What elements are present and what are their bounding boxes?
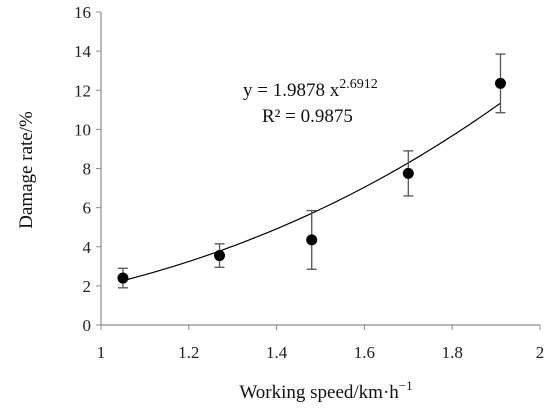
y-axis-ticks: 0 2 4 6 8 10 12 14 16 <box>74 3 101 335</box>
x-axis-label: Working speed/km·h−1 <box>239 378 412 403</box>
axes <box>100 12 540 326</box>
data-point <box>402 167 414 179</box>
data-point <box>214 250 226 262</box>
fit-equation-prefix: y = 1.9878 x <box>243 80 340 101</box>
y-tick-label: 0 <box>83 316 92 335</box>
y-tick-label: 10 <box>74 120 91 139</box>
y-tick-label: 12 <box>74 81 91 100</box>
fit-equation: y = 1.9878 x2.6912 <box>243 77 378 101</box>
y-tick-label: 8 <box>83 160 92 179</box>
y-axis-label: Damage rate/% <box>16 111 37 229</box>
x-tick-label: 1.8 <box>442 343 463 362</box>
y-tick-label: 6 <box>83 199 92 218</box>
fit-r-squared: R² = 0.9875 <box>262 106 353 127</box>
fit-equation-exponent: 2.6912 <box>339 77 378 92</box>
x-axis-label-text: Working speed/km·h <box>239 382 399 403</box>
x-axis-ticks: 1 1.2 1.4 1.6 1.8 2 <box>97 325 545 362</box>
x-axis-label-sup: −1 <box>399 378 413 393</box>
y-tick-label: 14 <box>74 42 92 61</box>
x-tick-label: 1.2 <box>178 343 199 362</box>
data-points <box>117 77 506 284</box>
x-tick-label: 2 <box>536 343 545 362</box>
x-tick-label: 1.6 <box>354 343 375 362</box>
y-tick-label: 4 <box>83 238 92 257</box>
x-tick-label: 1 <box>97 343 106 362</box>
data-point <box>494 77 506 89</box>
data-point <box>306 234 318 246</box>
y-tick-label: 16 <box>74 3 91 22</box>
y-tick-label: 2 <box>83 277 92 296</box>
x-tick-label: 1.4 <box>266 343 288 362</box>
data-point <box>117 272 129 284</box>
